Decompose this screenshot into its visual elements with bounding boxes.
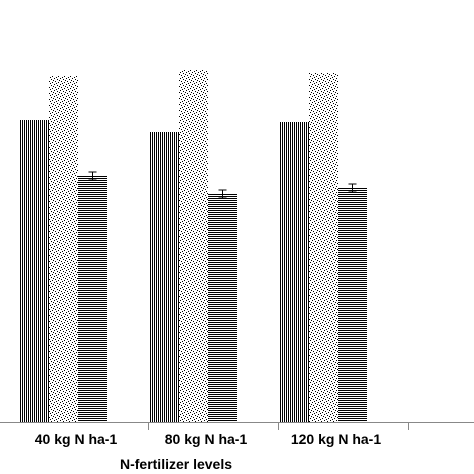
- bar-vertical-lines-3: [280, 122, 309, 422]
- x-tick-labels: 40 kg N ha-1 80 kg N ha-1 120 kg N ha-1: [35, 431, 382, 447]
- x-axis: [0, 422, 474, 430]
- bar-horizontal-lines-2: [208, 194, 237, 422]
- bar-horizontal-lines-1: [78, 176, 107, 422]
- x-tick-label-2: 80 kg N ha-1: [165, 431, 248, 447]
- bar-vertical-lines-2: [150, 132, 179, 422]
- bar-speckle-3: [309, 73, 338, 422]
- bars-layer: [20, 70, 367, 422]
- x-tick-label-3: 120 kg N ha-1: [291, 431, 381, 447]
- bar-speckle-2: [179, 70, 208, 422]
- bar-speckle-1: [49, 76, 78, 422]
- x-axis-title: N-fertilizer levels: [120, 456, 232, 472]
- bar-vertical-lines-1: [20, 120, 49, 422]
- x-tick-label-1: 40 kg N ha-1: [35, 431, 118, 447]
- bar-horizontal-lines-3: [338, 188, 367, 422]
